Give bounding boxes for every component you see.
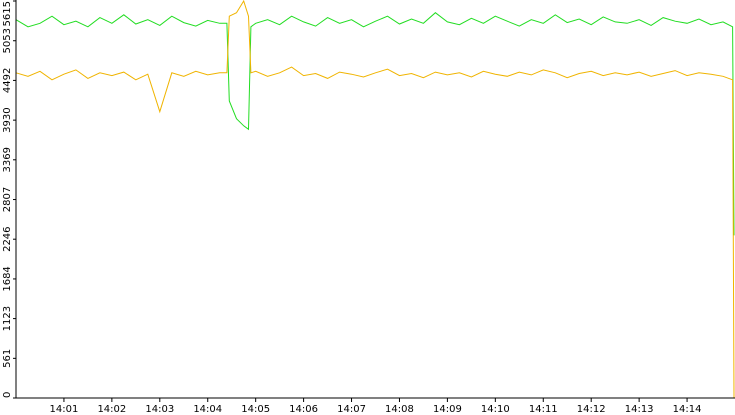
x-tick-label: 14:10 xyxy=(481,404,510,415)
x-tick-label: 14:06 xyxy=(289,404,318,415)
x-tick-label: 14:05 xyxy=(241,404,270,415)
x-tick-label: 14:02 xyxy=(97,404,126,415)
series-line xyxy=(15,12,735,236)
y-tick-label: 2807 xyxy=(2,187,13,212)
x-tick-label: 14:13 xyxy=(625,404,654,415)
y-tick-label: 1123 xyxy=(2,306,13,331)
x-tick-label: 14:07 xyxy=(337,404,366,415)
y-tick-label: 1684 xyxy=(2,266,13,291)
series-line xyxy=(15,0,735,399)
y-tick-label: 3930 xyxy=(2,107,13,132)
x-tick-label: 14:14 xyxy=(673,404,702,415)
y-tick-label: 0 xyxy=(2,392,13,398)
y-tick-label: 561 xyxy=(2,349,13,368)
x-tick-label: 14:01 xyxy=(50,404,79,415)
x-tick-label: 14:03 xyxy=(145,404,174,415)
y-tick-label: 2246 xyxy=(2,226,13,251)
y-tick-label: 5615 xyxy=(2,1,13,26)
x-tick-label: 14:09 xyxy=(433,404,462,415)
x-tick-label: 14:12 xyxy=(577,404,606,415)
y-tick-label: 5053 xyxy=(2,28,13,53)
y-tick-label: 3369 xyxy=(2,147,13,172)
x-tick-label: 14:11 xyxy=(529,404,558,415)
x-tick-label: 14:08 xyxy=(385,404,414,415)
x-tick-label: 14:04 xyxy=(193,404,222,415)
y-tick-label: 4492 xyxy=(2,68,13,93)
